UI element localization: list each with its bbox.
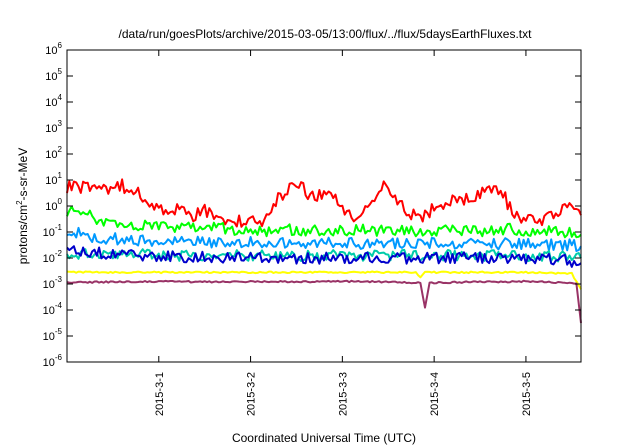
series-line: [66, 270, 582, 290]
y-tick-label: 10-3: [43, 275, 63, 291]
series-line: [66, 178, 582, 228]
series-line: [66, 226, 582, 252]
x-tick-label: 2015-3-1: [154, 372, 166, 416]
series-line: [66, 205, 582, 239]
x-tick-label: 2015-3-4: [429, 372, 441, 416]
y-tick-label: 10-6: [43, 353, 63, 369]
y-tick-label: 101: [45, 171, 62, 187]
series-line: [66, 245, 582, 268]
y-tick-label: 103: [45, 119, 62, 135]
y-tick-label: 10-2: [43, 249, 63, 265]
y-tick-label: 105: [45, 67, 62, 83]
y-tick-label: 10-1: [43, 223, 63, 239]
series-line: [66, 279, 582, 324]
x-tick-label: 2015-3-3: [337, 372, 349, 416]
plot-lines: [66, 178, 582, 324]
x-axis: 2015-3-1 2015-3-2 2015-3-3 2015-3-4 2015-3-5: [154, 50, 533, 416]
y-tick-label: 104: [45, 93, 62, 109]
y-axis: 10-6 10-5 10-4 10-3 10-2 10-1 100 101 102 103 104 1…: [43, 41, 581, 369]
y-tick-label: 102: [45, 145, 62, 161]
plot-frame: [66, 49, 582, 363]
y-tick-label: 106: [45, 41, 62, 57]
series-line: [66, 248, 582, 263]
x-tick-label: 2015-3-2: [246, 372, 258, 416]
x-tick-label: 2015-3-5: [521, 372, 533, 416]
y-axis-label: protons/cm2-s-sr-MeV: [15, 148, 30, 264]
y-tick-label: 10-4: [43, 301, 63, 317]
y-tick-label: 10-5: [43, 327, 63, 343]
chart-title: /data/run/goesPlots/archive/2015-03-05/1…: [119, 27, 533, 41]
x-axis-label: Coordinated Universal Time (UTC): [232, 431, 416, 445]
y-tick-label: 100: [45, 197, 62, 213]
